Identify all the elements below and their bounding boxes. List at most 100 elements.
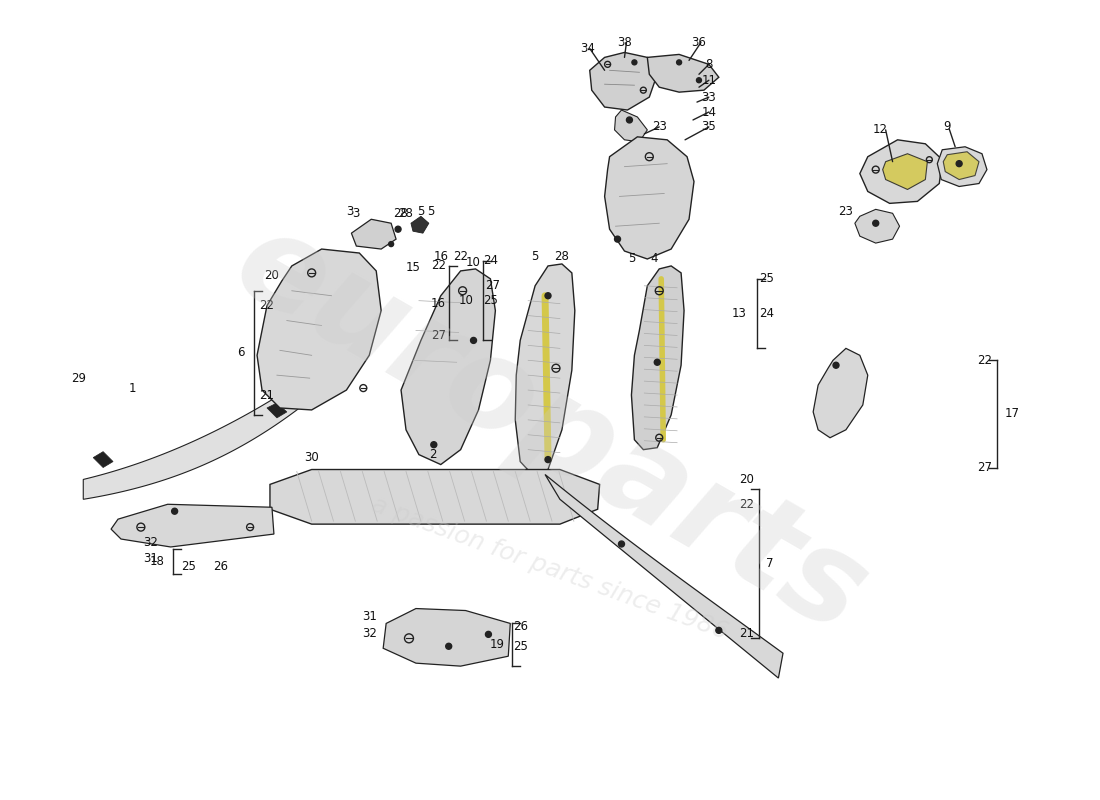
- Polygon shape: [813, 348, 868, 438]
- Text: 30: 30: [305, 451, 319, 464]
- Text: 11: 11: [702, 74, 716, 86]
- Text: 9: 9: [944, 121, 952, 134]
- Circle shape: [544, 293, 551, 298]
- Text: 13: 13: [732, 307, 747, 320]
- Text: 6: 6: [236, 346, 244, 359]
- Text: 15: 15: [406, 262, 420, 274]
- Text: 31: 31: [362, 610, 376, 623]
- Polygon shape: [257, 249, 382, 410]
- Circle shape: [388, 242, 394, 246]
- Circle shape: [696, 78, 702, 82]
- Text: 22: 22: [978, 354, 992, 366]
- Text: 2: 2: [429, 448, 437, 461]
- Text: 21: 21: [260, 389, 275, 402]
- Text: 5: 5: [531, 250, 539, 262]
- Text: 21: 21: [739, 627, 755, 640]
- Text: 20: 20: [739, 473, 755, 486]
- Text: 32: 32: [362, 627, 376, 640]
- Polygon shape: [937, 146, 987, 186]
- Polygon shape: [882, 154, 927, 190]
- Text: 10: 10: [466, 257, 481, 270]
- Text: 26: 26: [513, 620, 528, 633]
- Text: 28: 28: [398, 207, 414, 220]
- Text: 25: 25: [483, 294, 498, 307]
- Circle shape: [431, 442, 437, 448]
- Text: 25: 25: [513, 640, 528, 653]
- Text: 23: 23: [838, 205, 854, 218]
- Polygon shape: [383, 609, 510, 666]
- Polygon shape: [270, 470, 600, 524]
- Circle shape: [631, 60, 637, 65]
- Text: 22: 22: [431, 259, 446, 273]
- Text: 3: 3: [353, 207, 360, 220]
- Text: 22: 22: [453, 250, 469, 262]
- Text: 35: 35: [702, 121, 716, 134]
- Ellipse shape: [306, 316, 337, 365]
- Circle shape: [872, 220, 879, 226]
- Circle shape: [956, 161, 962, 166]
- Text: europarts: europarts: [213, 199, 887, 661]
- Text: 4: 4: [650, 253, 658, 266]
- Text: 14: 14: [702, 106, 716, 118]
- Polygon shape: [111, 504, 274, 547]
- Polygon shape: [631, 266, 684, 450]
- Polygon shape: [84, 360, 334, 499]
- Polygon shape: [590, 53, 658, 110]
- Text: 20: 20: [264, 270, 279, 282]
- Polygon shape: [943, 152, 979, 179]
- Text: 27: 27: [978, 461, 992, 474]
- Text: 3: 3: [345, 205, 353, 218]
- Text: 26: 26: [212, 560, 228, 574]
- Text: 33: 33: [702, 90, 716, 104]
- Text: 24: 24: [483, 254, 498, 267]
- Text: 19: 19: [490, 638, 504, 651]
- Circle shape: [654, 359, 660, 366]
- Text: 7: 7: [767, 558, 774, 570]
- Polygon shape: [515, 264, 575, 474]
- Text: 29: 29: [70, 372, 86, 385]
- Text: 1: 1: [129, 382, 136, 394]
- Text: 5: 5: [628, 253, 635, 266]
- Text: 27: 27: [485, 279, 499, 292]
- Polygon shape: [402, 269, 495, 465]
- Text: 28: 28: [394, 207, 408, 220]
- Polygon shape: [860, 140, 943, 203]
- Text: 22: 22: [260, 299, 275, 312]
- Polygon shape: [351, 219, 396, 249]
- Polygon shape: [411, 216, 429, 233]
- Circle shape: [544, 457, 551, 462]
- Circle shape: [395, 226, 402, 232]
- Text: 16: 16: [433, 250, 449, 262]
- Circle shape: [618, 541, 625, 547]
- Circle shape: [833, 362, 839, 368]
- Text: 5: 5: [427, 205, 434, 218]
- Text: 28: 28: [554, 250, 570, 262]
- Text: 25: 25: [759, 272, 774, 286]
- Text: 16: 16: [431, 297, 446, 310]
- Polygon shape: [94, 452, 113, 467]
- Text: 17: 17: [1004, 407, 1020, 421]
- Polygon shape: [605, 137, 694, 259]
- Text: 8: 8: [705, 58, 713, 71]
- Text: 36: 36: [692, 36, 706, 49]
- Text: 32: 32: [143, 535, 158, 549]
- Polygon shape: [647, 54, 718, 92]
- Text: 34: 34: [581, 42, 595, 55]
- Circle shape: [676, 60, 682, 65]
- Text: 22: 22: [739, 498, 755, 510]
- Circle shape: [172, 508, 177, 514]
- Text: 38: 38: [617, 36, 631, 49]
- Text: 18: 18: [150, 555, 165, 568]
- Circle shape: [716, 627, 722, 634]
- Text: 12: 12: [872, 123, 888, 136]
- Text: 5: 5: [417, 205, 425, 218]
- Text: 10: 10: [459, 294, 473, 307]
- Circle shape: [627, 117, 632, 123]
- Circle shape: [471, 338, 476, 343]
- Polygon shape: [267, 403, 287, 418]
- Text: 25: 25: [182, 560, 196, 574]
- Circle shape: [615, 236, 620, 242]
- Circle shape: [485, 631, 492, 638]
- Text: 24: 24: [759, 307, 774, 320]
- Text: 31: 31: [143, 552, 158, 566]
